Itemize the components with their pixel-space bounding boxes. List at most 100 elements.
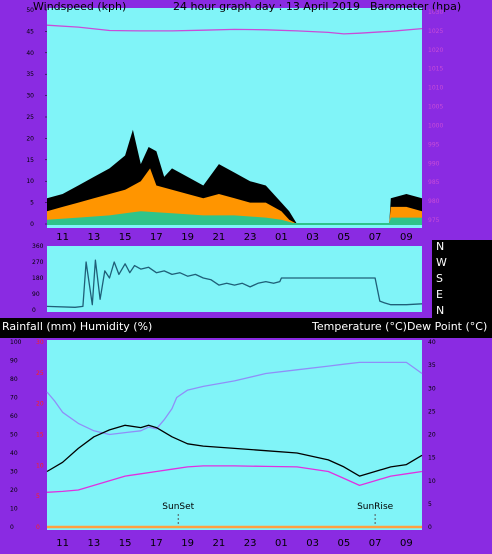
humidity-y-tick: 60 — [10, 413, 18, 420]
compass-label: E — [436, 288, 443, 301]
direction-plot-area — [47, 246, 422, 312]
wind-y-tick: 45 — [26, 28, 34, 35]
wind-y-tick: 30 — [26, 93, 34, 100]
compass-label: N — [436, 240, 444, 253]
dew-point-line — [46, 465, 423, 493]
rain-y-tick: 20 — [36, 401, 44, 408]
chart-title: 24 hour graph day : 13 April 2019 — [173, 0, 360, 13]
wind-x-label: 19 — [181, 232, 194, 243]
baro-y-tick: 1005 — [428, 104, 443, 111]
compass-gutter — [432, 240, 492, 318]
temp-x-label: 09 — [400, 538, 413, 549]
humidity-y-tick: 100 — [10, 339, 22, 346]
wind-direction-line — [46, 259, 423, 308]
humidity-line — [46, 361, 423, 436]
temp-x-label: 15 — [119, 538, 132, 549]
wind-x-label: 23 — [244, 232, 257, 243]
compass-label: S — [436, 272, 443, 285]
rain-y-tick: 5 — [36, 493, 40, 500]
temp-x-label: 01 — [275, 538, 288, 549]
temperature-y-tick: 20 — [428, 432, 436, 439]
barometer-line — [46, 24, 423, 35]
humidity-y-tick: 30 — [10, 469, 18, 476]
temp-x-label: 19 — [181, 538, 194, 549]
direction-y-tick: 180 — [32, 275, 44, 282]
wind-speed-area — [47, 168, 422, 224]
humidity-y-tick: 80 — [10, 376, 18, 383]
temp-x-label: 21 — [213, 538, 226, 549]
baro-y-tick: 990 — [428, 160, 440, 167]
temperature-y-tick: 10 — [428, 478, 436, 485]
temp-x-label: 07 — [369, 538, 382, 549]
wind-x-label: 13 — [88, 232, 101, 243]
humidity-y-tick: 40 — [10, 450, 18, 457]
humidity-y-tick: 0 — [10, 524, 14, 531]
wind-y-tick: 15 — [26, 157, 34, 164]
wind-y-tick: 5 — [30, 200, 34, 207]
wind-x-label: 11 — [56, 232, 69, 243]
direction-y-tick: 270 — [32, 259, 44, 266]
rain-y-tick: 15 — [36, 432, 44, 439]
wind-y-tick: 40 — [26, 50, 34, 57]
temperature-y-tick: 30 — [428, 385, 436, 392]
temp-x-label: 23 — [244, 538, 257, 549]
humidity-y-tick: 70 — [10, 395, 18, 402]
direction-y-tick: 90 — [32, 291, 40, 298]
wind-y-tick: 0 — [30, 221, 34, 228]
rain-y-tick: 25 — [36, 370, 44, 377]
temperature-y-tick: 40 — [428, 339, 436, 346]
baro-y-tick: 1000 — [428, 122, 443, 129]
baro-y-tick: 975 — [428, 217, 440, 224]
wind-y-tick: 35 — [26, 71, 34, 78]
rain-y-tick: 10 — [36, 462, 44, 469]
wind-x-label: 05 — [338, 232, 351, 243]
temp-x-label: 03 — [306, 538, 319, 549]
humidity-y-tick: 20 — [10, 487, 18, 494]
wind-x-label: 01 — [275, 232, 288, 243]
baro-y-tick: 995 — [428, 141, 440, 148]
wind-x-label: 21 — [213, 232, 226, 243]
direction-y-tick: 0 — [32, 307, 36, 314]
barometer-axis-title: Barometer (hpa) — [370, 0, 461, 13]
baro-y-tick: 1020 — [428, 47, 443, 54]
rain-y-tick: 30 — [36, 339, 44, 346]
wind-y-tick: 10 — [26, 178, 34, 185]
wind-y-tick: 25 — [26, 114, 34, 121]
wind-x-label: 07 — [369, 232, 382, 243]
temperature-y-tick: 5 — [428, 501, 432, 508]
baro-y-tick: 1010 — [428, 85, 443, 92]
baro-y-tick: 1025 — [428, 28, 443, 35]
average-wind-area — [47, 211, 422, 224]
wind-x-label: 17 — [150, 232, 163, 243]
wind-y-tick: 50 — [26, 7, 34, 14]
humidity-y-tick: 10 — [10, 506, 18, 513]
temperature-y-tick: 15 — [428, 455, 436, 462]
wind-x-label: 03 — [306, 232, 319, 243]
compass-label: W — [436, 256, 447, 269]
wind-axis-title: Windspeed (kph) — [33, 0, 126, 13]
temperature-axis-title: Temperature (°C)Dew Point (°C) — [311, 320, 487, 333]
sunrise-label: SunRise — [357, 502, 394, 512]
direction-y-tick: 360 — [32, 243, 44, 250]
temp-x-label: 13 — [88, 538, 101, 549]
compass-label: N — [436, 304, 444, 317]
baro-y-tick: 985 — [428, 179, 440, 186]
sunset-label: SunSet — [162, 502, 194, 512]
wind-x-label: 09 — [400, 232, 413, 243]
baro-y-tick: 980 — [428, 198, 440, 205]
temperature-y-tick: 35 — [428, 362, 436, 369]
wind-x-label: 15 — [119, 232, 132, 243]
temperature-line — [46, 424, 423, 477]
humidity-y-tick: 90 — [10, 358, 18, 365]
temperature-y-tick: 0 — [428, 524, 432, 531]
wind-y-tick: 20 — [26, 135, 34, 142]
humidity-axis-title: Rainfall (mm) Humidity (%) — [2, 320, 152, 333]
humidity-y-tick: 50 — [10, 432, 18, 439]
chart-marks: 1111131315151717191921212323010103030505… — [10, 7, 447, 549]
temp-x-label: 11 — [56, 538, 69, 549]
temp-x-label: 05 — [338, 538, 351, 549]
baro-y-tick: 1030 — [428, 9, 443, 16]
rain-y-tick: 0 — [36, 524, 40, 531]
temperature-y-tick: 25 — [428, 408, 436, 415]
